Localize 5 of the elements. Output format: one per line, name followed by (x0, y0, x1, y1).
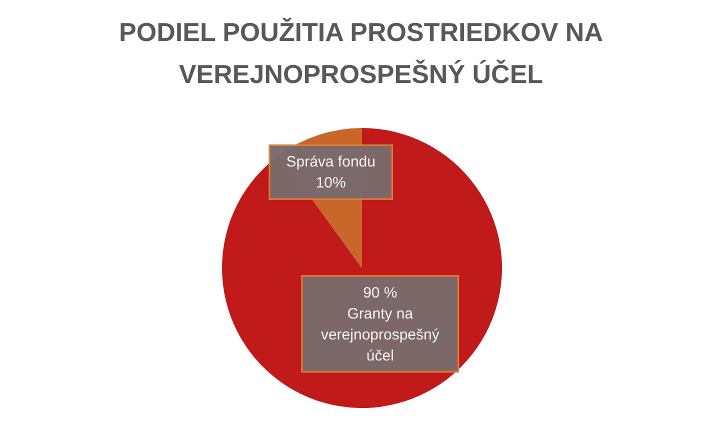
slice-label: Granty na verejnoprospešný účel (320, 305, 440, 364)
slice-label: Správa fondu (286, 154, 376, 171)
data-label: 10% (316, 174, 346, 192)
data-label: 90 % (363, 284, 398, 302)
chart-title: PODIEL POUŽITIA PROSTRIEDKOV NA VEREJNOPROSPEŠNÝ ÚČEL (119, 17, 604, 89)
